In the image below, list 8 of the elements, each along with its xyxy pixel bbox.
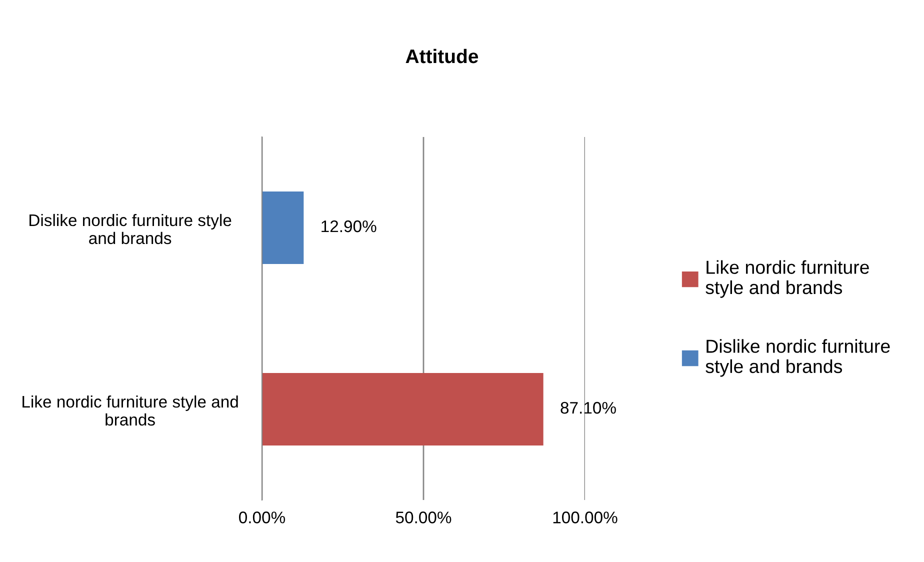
legend-label: Like nordic furniture style and brands <box>706 260 869 298</box>
x-tick-label: 50.00% <box>396 512 452 524</box>
x-tick-label: 100.00% <box>553 512 618 524</box>
chart-title: Attitude <box>406 48 478 64</box>
data-label: 87.10% <box>560 402 616 414</box>
data-label: 12.90% <box>322 220 376 232</box>
legend-label: Dislike nordic furniture style and brands <box>706 339 890 377</box>
x-tick-label: 0.00% <box>239 512 286 524</box>
